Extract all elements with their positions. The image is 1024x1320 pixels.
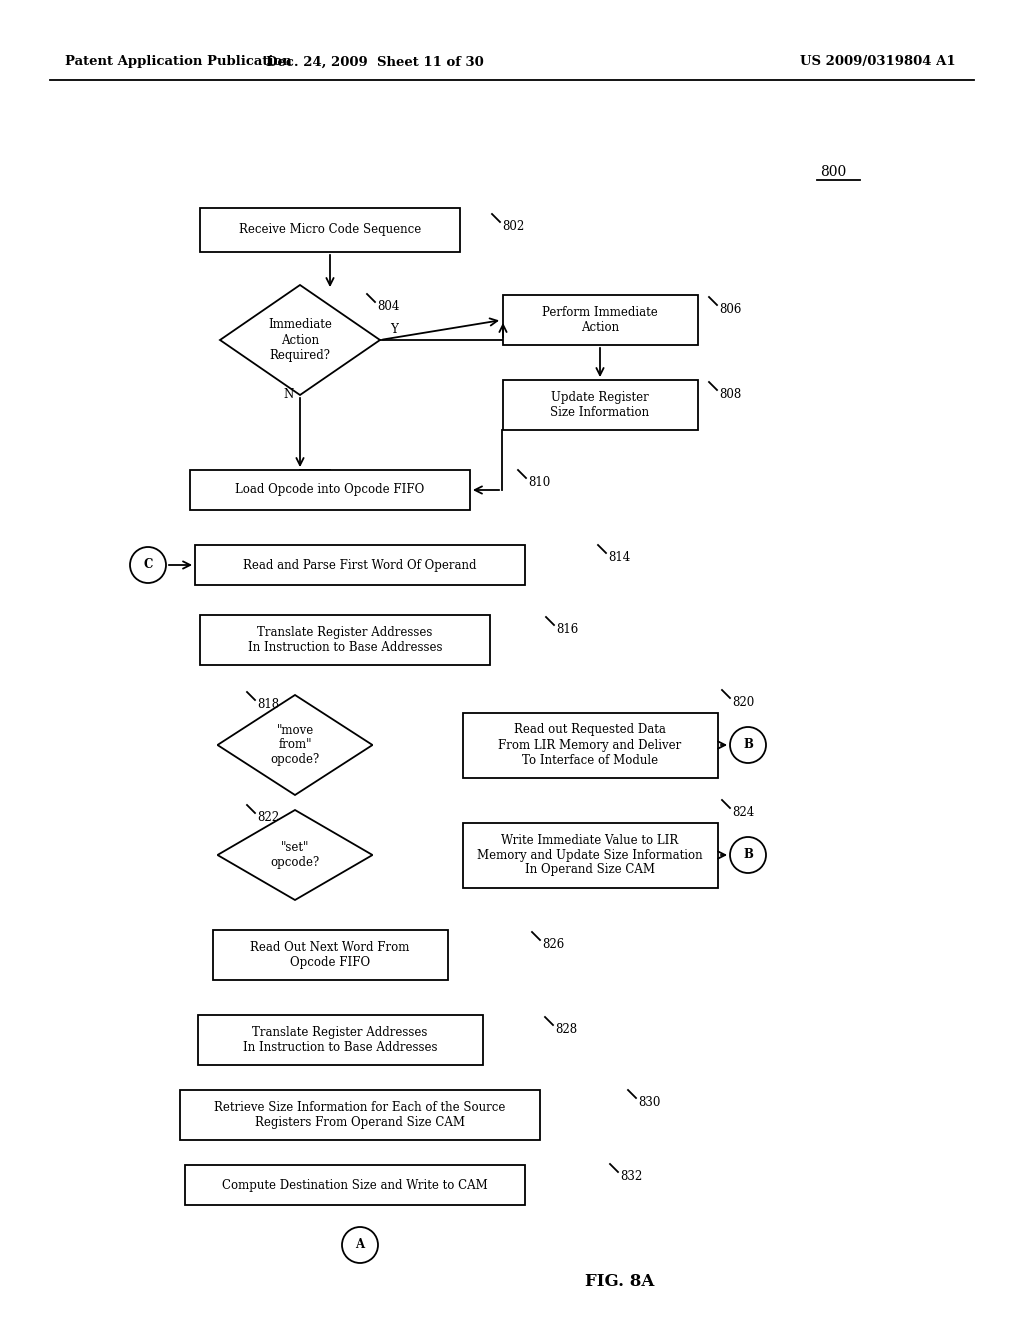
Text: 816: 816	[556, 623, 579, 636]
Bar	[195, 545, 525, 585]
Text: 826: 826	[542, 939, 564, 950]
Text: 824: 824	[732, 807, 755, 818]
Text: "set"
opcode?: "set" opcode?	[270, 841, 319, 869]
Text: Perform Immediate
Action: Perform Immediate Action	[542, 306, 657, 334]
Polygon shape	[220, 285, 380, 395]
Bar	[503, 380, 697, 430]
Bar	[200, 209, 460, 252]
Text: 832: 832	[620, 1170, 642, 1183]
Circle shape	[342, 1228, 378, 1263]
Text: Read and Parse First Word Of Operand: Read and Parse First Word Of Operand	[244, 558, 477, 572]
Text: Read out Requested Data
From LIR Memory and Deliver
To Interface of Module: Read out Requested Data From LIR Memory …	[499, 723, 682, 767]
Text: Patent Application Publication: Patent Application Publication	[65, 55, 292, 69]
Text: Immediate
Action
Required?: Immediate Action Required?	[268, 318, 332, 362]
Text: Retrieve Size Information for Each of the Source
Registers From Operand Size CAM: Retrieve Size Information for Each of th…	[214, 1101, 506, 1129]
Bar	[213, 931, 447, 979]
Text: Update Register
Size Information: Update Register Size Information	[551, 391, 649, 418]
Circle shape	[730, 727, 766, 763]
Text: C: C	[143, 558, 153, 572]
Text: "move
from"
opcode?: "move from" opcode?	[270, 723, 319, 767]
Circle shape	[130, 546, 166, 583]
Bar	[180, 1090, 540, 1140]
Text: B: B	[743, 849, 753, 862]
Text: Dec. 24, 2009  Sheet 11 of 30: Dec. 24, 2009 Sheet 11 of 30	[266, 55, 484, 69]
Text: Compute Destination Size and Write to CAM: Compute Destination Size and Write to CA…	[222, 1179, 487, 1192]
Text: 802: 802	[502, 220, 524, 234]
Text: 822: 822	[257, 810, 280, 824]
Text: 830: 830	[638, 1096, 660, 1109]
Text: Load Opcode into Opcode FIFO: Load Opcode into Opcode FIFO	[236, 483, 425, 496]
Text: 806: 806	[719, 304, 741, 315]
Text: N: N	[283, 388, 293, 401]
Polygon shape	[217, 810, 373, 900]
Text: FIG. 8A: FIG. 8A	[586, 1274, 654, 1291]
Text: Write Immediate Value to LIR
Memory and Update Size Information
In Operand Size : Write Immediate Value to LIR Memory and …	[477, 833, 702, 876]
Text: B: B	[743, 738, 753, 751]
Polygon shape	[217, 696, 373, 795]
Circle shape	[730, 837, 766, 873]
Text: Y: Y	[390, 323, 398, 337]
Text: US 2009/0319804 A1: US 2009/0319804 A1	[800, 55, 955, 69]
Bar	[198, 1015, 482, 1065]
Bar	[200, 615, 490, 665]
Text: 800: 800	[820, 165, 846, 180]
Text: 810: 810	[528, 477, 550, 488]
Text: Translate Register Addresses
In Instruction to Base Addresses: Translate Register Addresses In Instruct…	[248, 626, 442, 653]
Text: 804: 804	[377, 300, 399, 313]
Text: 820: 820	[732, 696, 755, 709]
Text: 828: 828	[555, 1023, 578, 1036]
Bar	[190, 470, 470, 510]
Bar	[503, 294, 697, 345]
Text: Receive Micro Code Sequence: Receive Micro Code Sequence	[239, 223, 421, 236]
Bar	[185, 1166, 525, 1205]
Text: Read Out Next Word From
Opcode FIFO: Read Out Next Word From Opcode FIFO	[250, 941, 410, 969]
Text: 818: 818	[257, 698, 280, 711]
Text: Translate Register Addresses
In Instruction to Base Addresses: Translate Register Addresses In Instruct…	[243, 1026, 437, 1053]
Text: 814: 814	[608, 550, 630, 564]
Text: 808: 808	[719, 388, 741, 401]
Bar	[463, 822, 718, 887]
Text: A: A	[355, 1238, 365, 1251]
Bar	[463, 713, 718, 777]
